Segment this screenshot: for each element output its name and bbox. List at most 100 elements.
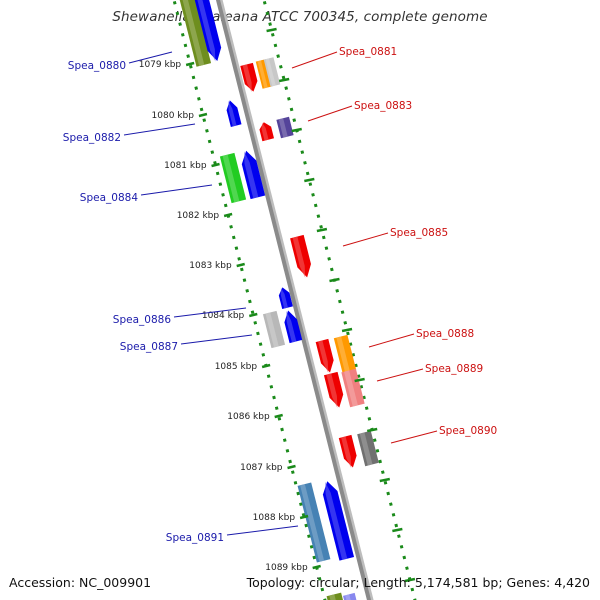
right-guide-tick	[404, 577, 416, 583]
gene-spea-0890-b-highlight	[359, 432, 373, 466]
gene-label-right: Spea_0883	[354, 100, 412, 112]
kbp-tick	[287, 464, 296, 470]
gene-spea-0880-olive-highlight	[181, 0, 205, 67]
gene-spea-0882-highlight	[228, 100, 237, 127]
gene-spea-0885	[290, 234, 311, 278]
gene-label-leader	[307, 105, 353, 122]
kbp-tick	[261, 363, 271, 369]
kbp-tick-label: 1088 kbp	[253, 513, 296, 523]
gene-spea-0887-grey-highlight	[265, 312, 279, 348]
gene-label-leader	[173, 307, 247, 318]
gene-spea-0883-b-highlight	[278, 118, 288, 138]
right-gene-labels: Spea_0881 Spea_0883 Spea_0885 Spea_0888 Spea…	[291, 46, 497, 444]
right-guide-tick	[341, 327, 353, 333]
gene-spea-0891-steel-highlight	[300, 484, 325, 562]
gene-label-right: Spea_0888	[416, 328, 474, 340]
gene-spea-0889-a	[323, 371, 344, 408]
right-guide-tick	[304, 177, 315, 183]
kbp-tick	[198, 112, 208, 118]
right-guide-tick	[266, 27, 277, 33]
gene-label-leader	[180, 334, 253, 345]
gene-spea-0880	[193, 0, 222, 62]
gene-label-right: Spea_0889	[425, 363, 483, 375]
left-gene-labels: Spea_0880 Spea_0882 Spea_0884 Spea_0886 Spea…	[63, 51, 299, 544]
kbp-tick	[211, 162, 220, 168]
gene-label-right: Spea_0885	[390, 227, 448, 239]
right-guide-tick	[392, 527, 403, 533]
kbp-tick-label: 1087 kbp	[240, 463, 283, 473]
gene-label-left: Spea_0887	[120, 341, 178, 353]
backbone-line	[215, 0, 372, 600]
kbp-tick	[223, 212, 233, 218]
gene-spea-0881-c	[263, 57, 281, 87]
kbp-tick	[185, 61, 195, 67]
gene-spea-0887	[284, 310, 303, 344]
gene-label-leader	[390, 430, 438, 444]
gene-spea-0889-a-highlight	[326, 373, 338, 408]
gene-spea-0890-a	[338, 434, 357, 468]
gene-spea-0882	[226, 100, 242, 127]
gene-spea-0887-grey	[262, 310, 286, 349]
kbp-tick-label: 1086 kbp	[227, 412, 270, 422]
right-guide-tick	[291, 127, 302, 133]
kbp-tick-label: 1082 kbp	[177, 211, 220, 221]
gene-spea-0891-steel	[297, 482, 331, 563]
gene-spea-0891-highlight	[325, 481, 348, 560]
gene-spea-0888-b-highlight	[336, 336, 350, 373]
gene-label-left: Spea_0880	[68, 60, 126, 72]
gene-spea-0883-a-highlight	[261, 122, 269, 141]
gene-spea-0881-a	[240, 62, 258, 93]
gene-spea-0881-b-highlight	[257, 60, 268, 89]
gene-features	[178, 0, 379, 600]
kbp-tick	[274, 413, 283, 419]
kbp-tick-label: 1085 kbp	[215, 362, 258, 372]
gene-spea-0888-b	[333, 334, 357, 374]
genome-backbone	[215, 0, 374, 600]
kbp-tick-label: 1089 kbp	[265, 563, 308, 573]
gene-spea-0885-highlight	[292, 236, 306, 278]
right-guide-tick	[354, 377, 365, 383]
right-guide-tick	[329, 277, 340, 283]
gene-label-leader	[376, 368, 424, 382]
gene-label-leader	[123, 123, 196, 136]
right-guide-tick	[379, 477, 391, 483]
gene-spea-0889-b	[341, 368, 365, 408]
gene-spea-0884-green	[219, 152, 247, 204]
gene-spea-0881-a-highlight	[242, 64, 252, 93]
kbp-tick-label: 1084 kbp	[202, 311, 245, 321]
gene-label-leader	[291, 51, 338, 69]
gene-spea-0880-highlight	[196, 0, 216, 62]
gene-next-blue	[343, 592, 361, 600]
gene-label-left: Spea_0884	[80, 192, 139, 204]
gene-spea-0888-a	[315, 338, 334, 373]
gene-label-right: Spea_0881	[339, 46, 397, 58]
right-guide-tick	[278, 77, 290, 83]
gene-label-left: Spea_0882	[63, 132, 121, 144]
gene-spea-0880-olive	[178, 0, 212, 67]
gene-spea-0890-b	[357, 430, 379, 467]
kbp-tick	[248, 312, 258, 318]
gene-spea-0884-highlight	[244, 151, 259, 199]
gene-label-leader	[368, 333, 415, 348]
kbp-ruler: 1079 kbp 1080 kbp 1081 kbp 1082 kbp 1083 kbp…	[139, 27, 416, 583]
gene-spea-0886-highlight	[280, 287, 288, 309]
gene-spea-0884-green-highlight	[222, 154, 240, 203]
gene-label-leader	[128, 51, 173, 64]
kbp-tick-label: 1083 kbp	[189, 261, 232, 271]
topology-text: Topology: circular; Length: 5,174,581 bp…	[246, 575, 590, 590]
gene-label-leader	[342, 232, 389, 247]
kbp-tick	[299, 514, 309, 520]
gene-spea-0881-b	[255, 59, 273, 89]
kbp-tick-label: 1079 kbp	[139, 60, 182, 70]
gene-spea-0888-a-highlight	[318, 340, 329, 373]
gene-label-right: Spea_0890	[439, 425, 497, 437]
right-guide-tick	[366, 427, 378, 433]
kbp-tick-label: 1081 kbp	[164, 161, 207, 171]
gene-label-left: Spea_0891	[166, 532, 224, 544]
kbp-tick-label: 1080 kbp	[152, 111, 195, 121]
gene-label-leader	[140, 184, 213, 196]
gene-spea-0890-a-highlight	[341, 436, 352, 468]
gene-spea-0891	[322, 481, 355, 561]
gene-spea-0887-highlight	[286, 310, 297, 343]
